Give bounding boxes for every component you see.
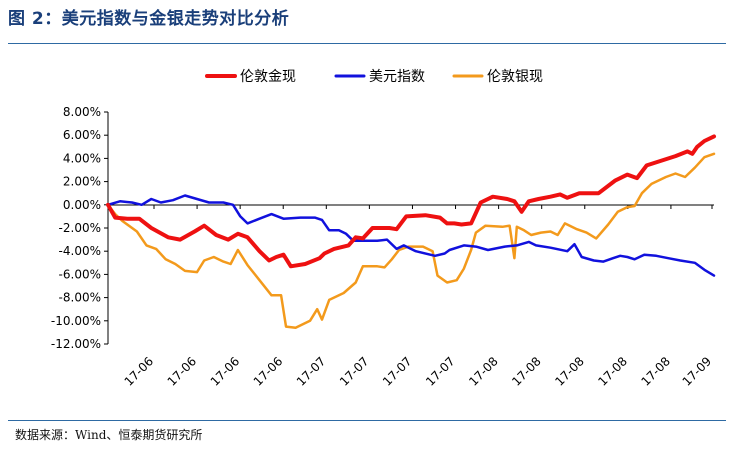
title-divider (8, 43, 726, 44)
chart-legend: 伦敦金现 美元指数 伦敦银现 (205, 69, 543, 85)
y-tick-label: -6.00% (59, 267, 101, 281)
plot-area (106, 134, 716, 330)
x-tick-label: 17-08 (509, 354, 544, 389)
y-tick-label: 2.00% (63, 175, 101, 189)
y-tick-label: -10.00% (51, 314, 101, 328)
y-tick-label: 8.00% (63, 105, 101, 119)
x-tick-label: 17-06 (165, 354, 200, 389)
y-tick-label: 4.00% (63, 151, 101, 165)
x-tick-label: 17-07 (337, 354, 372, 389)
x-tick-label: 17-08 (595, 354, 630, 389)
x-tick-label: 17-06 (251, 354, 286, 389)
legend-label: 伦敦金现 (240, 69, 296, 85)
x-axis: 17-06 17-06 17-06 17-06 17-07 17-07 17-07 17-07… (108, 204, 715, 389)
y-tick-label: -12.00% (51, 337, 101, 351)
x-tick-label: 17-06 (208, 354, 243, 389)
x-tick-label: 17-08 (638, 354, 673, 389)
legend-label: 伦敦银现 (487, 69, 543, 85)
y-tick-label: -2.00% (59, 221, 101, 235)
source-note: 数据来源：Wind、恒泰期货研究所 (15, 428, 203, 442)
y-axis: -12.00% -10.00% -8.00% -6.00% -4.00% -2.00% 0.… (51, 105, 109, 351)
y-tick-label: -4.00% (59, 244, 101, 258)
x-tick-label: 17-07 (423, 354, 458, 389)
series-line-2 (106, 194, 716, 277)
x-tick-label: 17-08 (552, 354, 587, 389)
x-tick-label: 17-08 (466, 354, 501, 389)
series-line-3 (106, 152, 716, 330)
x-tick-label: 17-06 (122, 354, 157, 389)
x-tick-label: 17-09 (680, 354, 715, 389)
legend-label: 美元指数 (369, 69, 425, 85)
x-tick-label: 17-07 (380, 354, 415, 389)
footer-divider (8, 420, 726, 421)
page-title: 图 2：美元指数与金银走势对比分析 (8, 9, 290, 29)
series-line-1 (106, 134, 716, 269)
y-tick-label: 0.00% (63, 198, 101, 212)
y-tick-label: 6.00% (63, 128, 101, 142)
y-tick-label: -8.00% (59, 291, 101, 305)
x-tick-label: 17-07 (294, 354, 329, 389)
